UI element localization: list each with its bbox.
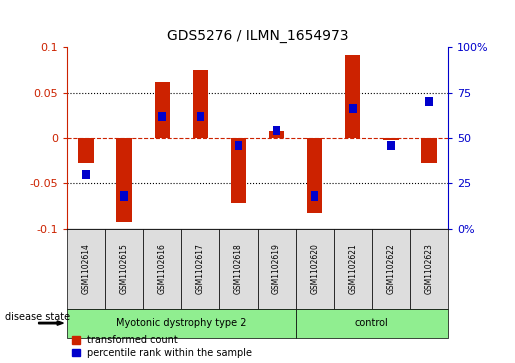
Bar <box>197 112 204 121</box>
Text: Myotonic dystrophy type 2: Myotonic dystrophy type 2 <box>116 318 247 328</box>
Bar <box>78 138 94 163</box>
Bar <box>154 82 170 138</box>
Text: GSM1102623: GSM1102623 <box>424 243 434 294</box>
Bar <box>425 97 433 106</box>
Text: GSM1102617: GSM1102617 <box>196 243 205 294</box>
Bar <box>421 138 437 163</box>
Bar <box>387 140 394 150</box>
Text: GSM1102614: GSM1102614 <box>81 243 91 294</box>
Bar <box>311 192 318 200</box>
Text: GSM1102619: GSM1102619 <box>272 243 281 294</box>
Bar <box>235 140 242 150</box>
Bar <box>349 105 356 113</box>
Bar <box>273 126 280 135</box>
Text: control: control <box>355 318 389 328</box>
Legend: transformed count, percentile rank within the sample: transformed count, percentile rank withi… <box>72 335 252 358</box>
Bar <box>269 131 284 138</box>
Text: GSM1102620: GSM1102620 <box>310 243 319 294</box>
Text: GSM1102616: GSM1102616 <box>158 243 167 294</box>
Bar <box>383 138 399 140</box>
Bar <box>307 138 322 213</box>
Bar <box>116 138 132 222</box>
Bar <box>82 170 90 179</box>
Bar <box>345 55 360 138</box>
Text: GSM1102615: GSM1102615 <box>119 243 129 294</box>
Text: GSM1102621: GSM1102621 <box>348 243 357 294</box>
Title: GDS5276 / ILMN_1654973: GDS5276 / ILMN_1654973 <box>167 29 348 44</box>
Bar <box>193 70 208 138</box>
Bar <box>121 192 128 200</box>
Text: GSM1102622: GSM1102622 <box>386 243 396 294</box>
Text: GSM1102618: GSM1102618 <box>234 243 243 294</box>
Bar <box>159 112 166 121</box>
Bar <box>231 138 246 203</box>
Text: disease state: disease state <box>5 311 70 322</box>
